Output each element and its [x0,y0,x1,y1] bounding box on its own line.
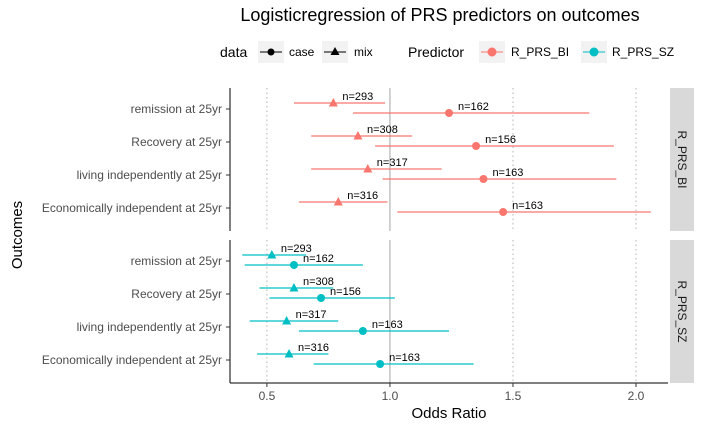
legend-label-sz: R_PRS_SZ [612,45,674,59]
y-axis-title: Outcomes [9,201,26,269]
legend-data-title: data [220,44,247,60]
y-tick-label: remission at 25yr [131,102,222,116]
point-marker-circle [499,208,508,216]
point-marker-triangle [289,283,299,292]
n-label: n=162 [458,101,489,113]
n-label: n=317 [377,157,408,169]
point-marker-circle [376,360,385,368]
data-point-mix: n=317 [249,309,339,325]
x-tick-label: 2.0 [628,389,645,403]
n-label: n=156 [485,134,516,146]
data-point-mix: n=317 [311,157,442,173]
y-tick-label: Recovery at 25yr [131,287,222,301]
point-marker-circle [445,109,453,117]
y-tick-label: living independently at 25yr [77,320,222,334]
data-point-mix: n=293 [293,91,386,107]
panel-r-prs-bi: remission at 25yr Recovery at 25yr living … [42,88,694,231]
data-point-mix: n=308 [311,124,413,140]
point-marker-triangle [363,164,373,173]
legend-label-case: case [289,45,315,59]
data-point-mix: n=308 [259,276,334,292]
point-marker-triangle [328,98,338,107]
point-marker-triangle [284,349,294,358]
point-marker-triangle [282,316,292,325]
x-tick-label: 1.5 [505,389,522,403]
n-label: n=293 [281,243,312,255]
chart-title: Logisticregression of PRS predictors on … [240,5,639,25]
point-marker-circle [317,294,326,302]
n-label: n=163 [372,319,403,331]
facet-strip-label: R_PRS_SZ [675,280,689,342]
n-label: n=316 [298,342,329,354]
legend-item-bi: R_PRS_BI [479,41,569,63]
n-label: n=156 [330,286,361,298]
data-point-mix: n=316 [298,190,388,206]
n-label: n=317 [296,309,327,321]
data-point-case: n=156 [269,286,395,302]
legend-item-sz: R_PRS_SZ [581,41,674,63]
point-marker-circle [358,327,367,335]
y-tick-label: Economically independent at 25yr [42,353,222,367]
data-point-case: n=163 [313,352,474,368]
n-label: n=163 [389,352,420,364]
point-marker-circle [472,142,481,150]
n-label: n=162 [303,253,334,265]
legend: data case mix Predictor R_PRS_BI R_PRS_S… [220,41,674,63]
n-label: n=163 [492,167,523,179]
data-point-mix: n=316 [257,342,329,358]
legend-item-mix: mix [322,41,373,63]
facet-strip-label: R_PRS_BI [675,130,689,188]
y-tick-label: remission at 25yr [131,254,222,268]
data-point-mix: n=293 [242,243,312,259]
data-point-case: n=163 [382,167,617,183]
n-label: n=293 [342,91,373,103]
legend-item-case: case [258,41,315,63]
legend-predictor-title: Predictor [408,44,464,60]
y-tick-label: Recovery at 25yr [131,135,222,149]
point-marker-triangle [333,197,343,206]
n-label: n=308 [303,276,334,288]
facet-strip [670,240,694,383]
data-point-case: n=162 [244,253,363,269]
point-marker-triangle [353,131,363,140]
legend-label-bi: R_PRS_BI [511,45,569,59]
legend-label-mix: mix [354,45,373,59]
data-point-case: n=156 [375,134,614,150]
n-label: n=316 [347,190,378,202]
panel-r-prs-sz: remission at 25yr Recovery at 25yr living … [42,240,694,383]
data-point-case: n=163 [298,319,449,335]
x-tick-label: 0.5 [259,389,276,403]
facet-strip [670,88,694,231]
x-tick-label: 1.0 [382,389,399,403]
y-tick-label: living independently at 25yr [77,168,222,182]
data-point-case: n=163 [397,200,651,216]
data-point-case: n=162 [353,101,590,117]
n-label: n=163 [512,200,543,212]
x-axis-title: Odds Ratio [411,405,486,422]
n-label: n=308 [367,124,398,136]
plot-area: remission at 25yr Recovery at 25yr living … [42,88,694,403]
point-marker-triangle [267,250,277,259]
y-tick-label: Economically independent at 25yr [42,201,222,215]
point-marker-circle [479,175,488,183]
point-marker-circle [289,261,298,269]
